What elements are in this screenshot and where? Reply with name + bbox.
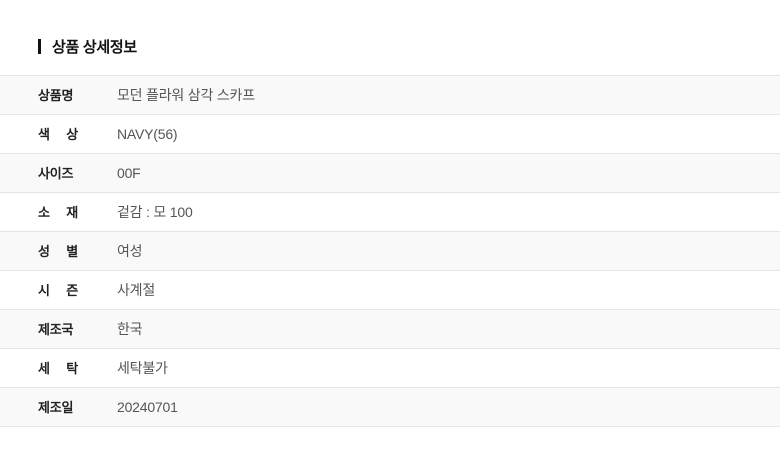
row-label: 소 재 — [38, 205, 78, 220]
row-value: NAVY(56) — [117, 126, 178, 142]
row-value: 사계절 — [117, 282, 156, 298]
row-value: 00F — [117, 165, 141, 181]
row-value: 한국 — [117, 321, 143, 337]
row-value: 세탁불가 — [117, 360, 168, 376]
row-label: 상품명 — [38, 88, 74, 103]
row-label-cell: 사이즈 — [0, 163, 117, 183]
page-title: 상품 상세정보 — [52, 39, 137, 56]
row-label-cell: 제조일 — [0, 397, 117, 417]
row-value: 모던 플라워 삼각 스카프 — [117, 87, 255, 103]
row-label-cell: 소 재 — [0, 202, 117, 222]
row-label: 색 상 — [38, 127, 78, 142]
row-label: 제조국 — [38, 322, 74, 337]
row-label: 성 별 — [38, 244, 78, 259]
row-label: 사이즈 — [38, 166, 74, 181]
table-row-gender: 성 별 여성 — [0, 232, 780, 271]
row-label: 세 탁 — [38, 361, 78, 376]
row-label-cell: 상품명 — [0, 85, 117, 105]
row-label-cell: 색 상 — [0, 124, 117, 144]
table-row-manufacture-date: 제조일 20240701 — [0, 388, 780, 427]
title-accent-bar — [38, 39, 41, 54]
row-label-cell: 성 별 — [0, 241, 117, 261]
row-label: 시 즌 — [38, 283, 78, 298]
table-row-washing: 세 탁 세탁불가 — [0, 349, 780, 388]
table-row-product-name: 상품명 모던 플라워 삼각 스카프 — [0, 76, 780, 115]
table-row-material: 소 재 겉감 : 모 100 — [0, 193, 780, 232]
table-row-color: 색 상 NAVY(56) — [0, 115, 780, 154]
row-value: 여성 — [117, 243, 143, 259]
row-label-cell: 제조국 — [0, 319, 117, 339]
table-row-size: 사이즈 00F — [0, 154, 780, 193]
product-detail-table: 상품명 모던 플라워 삼각 스카프 색 상 NAVY(56) 사이즈 00F 소… — [0, 75, 780, 427]
row-label-cell: 시 즌 — [0, 280, 117, 300]
row-value: 겉감 : 모 100 — [117, 204, 193, 220]
row-value: 20240701 — [117, 399, 178, 415]
table-row-season: 시 즌 사계절 — [0, 271, 780, 310]
section-header: 상품 상세정보 — [0, 0, 780, 56]
table-row-country: 제조국 한국 — [0, 310, 780, 349]
row-label-cell: 세 탁 — [0, 358, 117, 378]
row-label: 제조일 — [38, 400, 74, 415]
